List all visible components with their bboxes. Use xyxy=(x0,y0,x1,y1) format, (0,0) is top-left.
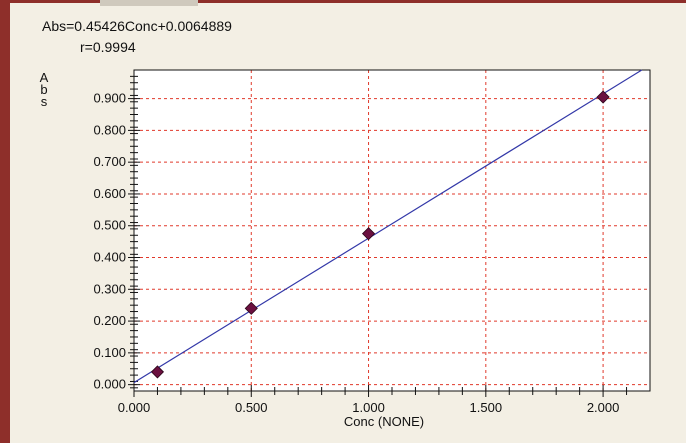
y-tick-label: 0.100 xyxy=(93,345,126,360)
plot-border xyxy=(133,69,651,392)
plot-area: 0.000 0.100 0.200 0.300 0.400 0.500 0.600 0.700… xyxy=(93,69,651,415)
y-tick-label: 0.900 xyxy=(93,91,126,106)
y-axis-label-char: b xyxy=(40,82,47,97)
regression-line xyxy=(133,69,643,384)
regression-equation: Abs=0.45426Conc+0.0064889 xyxy=(42,18,232,34)
y-tick-label: 0.700 xyxy=(93,154,126,169)
y-tick-label: 0.000 xyxy=(93,377,126,392)
correlation-coefficient: r=0.9994 xyxy=(80,39,136,55)
y-tick-label: 0.800 xyxy=(93,122,126,137)
x-tick-label: 1.000 xyxy=(352,400,385,415)
y-tick-label: 0.500 xyxy=(93,218,126,233)
data-point xyxy=(244,301,258,315)
x-tick-label: 2.000 xyxy=(587,400,620,415)
y-axis-label-char: A xyxy=(40,70,49,85)
y-tick-label: 0.300 xyxy=(93,281,126,296)
data-point xyxy=(361,227,376,241)
plot-background xyxy=(134,70,650,391)
y-axis-label-char: s xyxy=(41,94,48,109)
x-tick-label: 1.500 xyxy=(470,400,503,415)
window-tab-strip xyxy=(100,0,198,6)
x-tick-label: 0.000 xyxy=(118,400,151,415)
x-axis-label: Conc (NONE) xyxy=(344,414,424,429)
y-tick-label: 0.600 xyxy=(93,186,126,201)
y-tick-label: 0.200 xyxy=(93,313,126,328)
data-point xyxy=(150,365,165,379)
y-tick-label: 0.400 xyxy=(93,250,126,265)
data-point xyxy=(596,90,610,104)
y-axis-label: Abs xyxy=(40,70,49,109)
x-tick-label: 0.500 xyxy=(235,400,268,415)
